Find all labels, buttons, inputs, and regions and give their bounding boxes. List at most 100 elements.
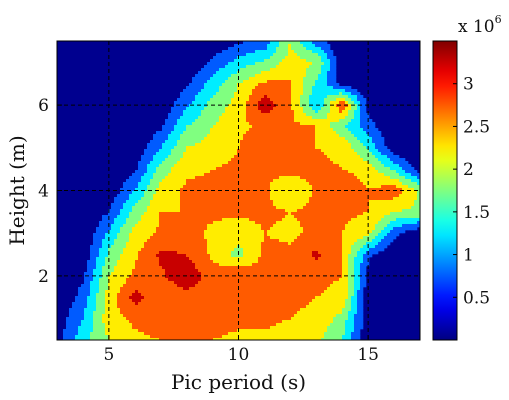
contour-cell [192, 218, 196, 222]
contour-cell [303, 41, 307, 45]
contour-cell [270, 113, 274, 117]
contour-cell [318, 155, 322, 159]
contour-cell [354, 122, 358, 126]
contour-cell [243, 77, 247, 81]
contour-cell [366, 212, 370, 216]
contour-cell [369, 221, 373, 225]
contour-cell [318, 47, 322, 51]
contour-cell [249, 116, 253, 120]
contour-cell [402, 176, 406, 180]
contour-cell [369, 218, 373, 222]
contour-cell [321, 206, 325, 210]
contour-cell [255, 59, 259, 63]
contour-cell [387, 164, 391, 168]
contour-cell [267, 179, 271, 183]
contour-cell [315, 41, 319, 45]
contour-cell [369, 224, 373, 228]
contour-cell [186, 143, 190, 147]
contour-cell [387, 155, 391, 159]
contour-cell [309, 131, 313, 135]
contour-cell [261, 173, 265, 177]
contour-cell [198, 122, 202, 126]
contour-cell [321, 59, 325, 63]
contour-cell [303, 86, 307, 90]
contour-cell [303, 95, 307, 99]
contour-cell [171, 170, 175, 174]
contour-cell [261, 107, 265, 111]
contour-cell [348, 107, 352, 111]
contour-cell [327, 98, 331, 102]
contour-cell [249, 77, 253, 81]
contour-cell [210, 188, 214, 192]
contour-cell [216, 227, 220, 231]
contour-cell [213, 119, 217, 123]
contour-cell [363, 128, 367, 132]
contour-cell [252, 158, 256, 162]
contour-cell [285, 140, 289, 144]
contour-cell [291, 128, 295, 132]
contour-cell [384, 167, 388, 171]
contour-cell [351, 134, 355, 138]
contour-cell [321, 41, 325, 45]
contour-cell [129, 221, 133, 225]
contour-cell [372, 137, 376, 141]
contour-cell [273, 191, 277, 195]
contour-cell [144, 230, 148, 234]
contour-cell [324, 92, 328, 96]
contour-cell [153, 215, 157, 219]
contour-cell [369, 194, 373, 198]
contour-cell [345, 131, 349, 135]
contour-cell [177, 227, 181, 231]
contour-cell [390, 209, 394, 213]
contour-cell [198, 86, 202, 90]
contour-cell [168, 152, 172, 156]
contour-cell [312, 110, 316, 114]
contour-cell [327, 173, 331, 177]
contour-cell [333, 101, 337, 105]
contour-cell [327, 134, 331, 138]
contour-cell [165, 218, 169, 222]
contour-cell [297, 212, 301, 216]
contour-cell [240, 92, 244, 96]
contour-cell [183, 119, 187, 123]
contour-cell [135, 185, 139, 189]
contour-cell [159, 203, 163, 207]
contour-cell [168, 122, 172, 126]
contour-cell [186, 230, 190, 234]
contour-cell [246, 206, 250, 210]
contour-cell [183, 230, 187, 234]
contour-cell [213, 104, 217, 108]
contour-cell [225, 140, 229, 144]
contour-cell [306, 62, 310, 66]
contour-cell [198, 92, 202, 96]
contour-cell [177, 119, 181, 123]
contour-cell [162, 146, 166, 150]
contour-cell [240, 212, 244, 216]
contour-cell [360, 170, 364, 174]
contour-cell [267, 86, 271, 90]
contour-cell [354, 173, 358, 177]
contour-cell [222, 65, 226, 69]
contour-cell [345, 209, 349, 213]
contour-cell [408, 224, 412, 228]
contour-cell [270, 221, 274, 225]
contour-cell [378, 182, 382, 186]
contour-cell [174, 221, 178, 225]
contour-cell [360, 194, 364, 198]
contour-cell [315, 152, 319, 156]
contour-cell [276, 128, 280, 132]
contour-cell [396, 209, 400, 213]
contour-cell [276, 218, 280, 222]
contour-cell [312, 125, 316, 129]
contour-cell [333, 113, 337, 117]
contour-cell [255, 116, 259, 120]
contour-cell [138, 173, 142, 177]
contour-cell [348, 140, 352, 144]
contour-cell [294, 140, 298, 144]
contour-cell [171, 158, 175, 162]
contour-cell [300, 116, 304, 120]
contour-cell [168, 200, 172, 204]
contour-cell [276, 86, 280, 90]
contour-cell [189, 167, 193, 171]
contour-cell [261, 89, 265, 93]
